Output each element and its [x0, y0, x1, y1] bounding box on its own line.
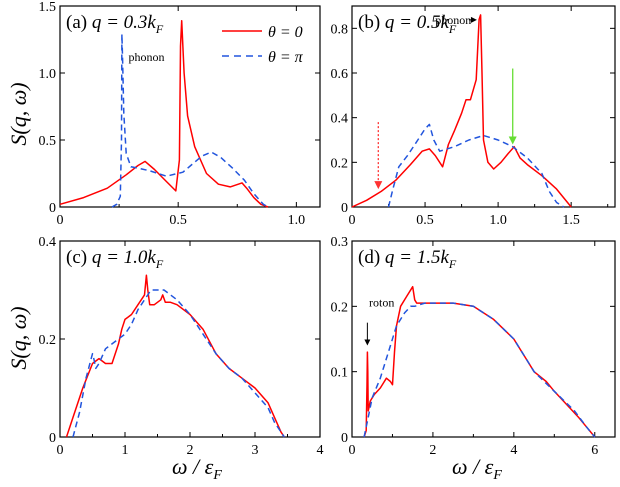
y-axis-label-top: S(q, ω)	[6, 82, 31, 145]
x-tick-label: 3	[252, 443, 259, 458]
legend-solid-label: θ = 0	[268, 24, 303, 41]
series-line-theta-0	[363, 285, 596, 438]
x-axis-label-sub: F	[492, 468, 502, 483]
panel-q-sub: F	[448, 257, 457, 271]
panel-label: (d)	[358, 247, 385, 268]
annotation-roton: roton	[369, 295, 394, 309]
plot-frame	[59, 5, 321, 208]
x-tick-label: 2	[429, 443, 436, 458]
panel-title: (a) q = 0.3kF	[66, 12, 164, 36]
x-tick-label: 0	[57, 443, 64, 458]
panel-q-sub: F	[155, 22, 164, 36]
y-tick-label: 0.2	[331, 156, 349, 171]
x-axis-label-sub: F	[212, 468, 222, 483]
panel-q: q = 0.3k	[92, 12, 157, 33]
x-axis-label-main: ω / ε	[172, 454, 214, 479]
y-tick-label: 1.5	[39, 0, 57, 15]
x-tick-label: 1.0	[489, 213, 507, 228]
x-tick-label: 0.5	[416, 213, 434, 228]
panel-label: (c)	[66, 247, 92, 268]
series-line-theta-pi	[363, 302, 596, 438]
panel-q: q = 1.0k	[92, 247, 157, 268]
x-tick-label: 0.5	[169, 213, 187, 228]
annotation-phonon: phonon	[129, 50, 165, 64]
y-tick-label: 1.0	[39, 67, 57, 82]
panel-q-sub: F	[155, 257, 164, 271]
x-tick-label: 0	[57, 213, 64, 228]
plot-frame	[351, 240, 616, 438]
legend: θ = 0 θ = π	[222, 24, 304, 66]
annotation-phonon: phonon	[435, 13, 471, 27]
panel-c: 0 1 2 3 4 0.2 0.4 0 (c) q = 1.0kF	[39, 235, 324, 458]
y-tick-label: 0.4	[331, 112, 349, 127]
panel-title: (d) q = 1.5kF	[358, 247, 457, 271]
x-tick-label: 1	[122, 443, 129, 458]
series-line-theta-pi	[72, 289, 285, 438]
x-tick-label: 1.5	[562, 213, 580, 228]
marker-arrow-head	[508, 136, 517, 145]
x-tick-label: 6	[591, 443, 598, 458]
x-tick-label: 0	[349, 213, 356, 228]
y-origin-label: 0	[341, 431, 348, 446]
y-tick-label: 0.3	[331, 235, 349, 250]
series-line-theta-0	[59, 19, 269, 208]
y-tick-label: 0.4	[39, 235, 57, 250]
x-tick-label: 4	[317, 443, 324, 458]
panel-q: q = 1.5k	[385, 247, 450, 268]
y-tick-label: 0.8	[331, 22, 349, 37]
panel-label: (a)	[66, 12, 92, 33]
y-axis-label-bottom: S(q, ω)	[6, 306, 31, 369]
x-axis-label-left: ω / εF	[172, 454, 222, 483]
phonon-arrow-head	[470, 16, 477, 23]
y-tick-label: 0.5	[39, 134, 57, 149]
y-origin-label: 0	[49, 201, 56, 216]
x-axis-label-main: ω / ε	[452, 454, 494, 479]
series-line-theta-0	[351, 14, 572, 208]
y-tick-label: 0.2	[331, 300, 349, 315]
panel-title: (b) q = 0.5kF	[358, 12, 457, 36]
x-tick-label: 2	[187, 443, 194, 458]
y-tick-label: 0.2	[39, 333, 57, 348]
x-tick-label: 4	[510, 443, 517, 458]
series-line-theta-pi	[111, 33, 269, 208]
y-origin-label: 0	[341, 201, 348, 216]
legend-dashed-label: θ = π	[268, 49, 304, 66]
series-line-theta-0	[65, 274, 285, 438]
x-tick-label: 0	[349, 443, 356, 458]
y-origin-label: 0	[49, 431, 56, 446]
y-tick-label: 0.1	[331, 366, 349, 381]
marker-arrow-head	[374, 181, 383, 190]
plot-frame	[59, 240, 321, 438]
panel-label: (b)	[358, 12, 385, 33]
x-tick-label: 1.0	[288, 213, 306, 228]
y-tick-label: 0.6	[331, 67, 349, 82]
panel-b: 0 0.5 1.0 1.5 0.2 0.4 0.6 0.8 0 (b) q = 0.5kFphon…	[331, 5, 616, 228]
x-axis-label-right: ω / εF	[452, 454, 502, 483]
panel-q-sub: F	[448, 22, 457, 36]
roton-arrow-head	[364, 339, 371, 346]
series-line-theta-pi	[387, 123, 565, 208]
plot-frame	[351, 5, 616, 208]
panel-title: (c) q = 1.0kF	[66, 247, 164, 271]
panel-q: q = 0.5k	[385, 12, 450, 33]
